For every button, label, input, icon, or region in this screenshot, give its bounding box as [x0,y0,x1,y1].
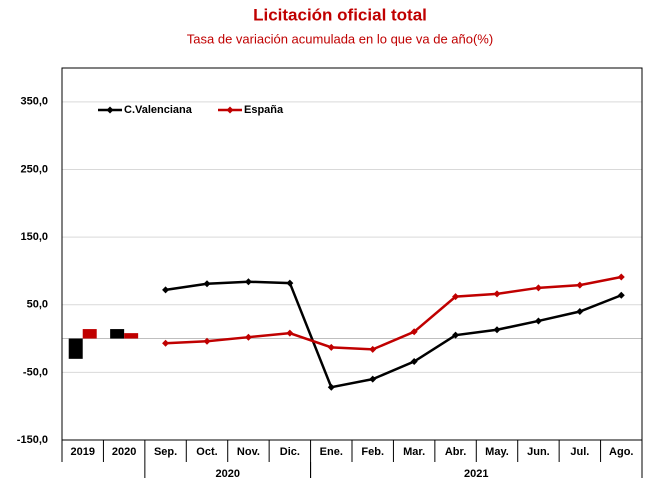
marker [327,383,335,391]
marker [286,279,294,287]
y-tick-label: -150,0 [17,434,48,446]
marker [452,331,460,339]
marker [576,281,584,289]
marker [244,333,252,341]
marker [286,329,294,337]
marker [369,375,377,383]
x-tick-label: Ago. [609,446,633,458]
marker [162,286,170,294]
bar [68,338,83,359]
x-tick-label: Dic. [280,446,300,458]
legend-marker [106,106,114,114]
marker [534,284,542,292]
y-tick-label: 250,0 [20,163,48,175]
bar [124,333,139,339]
marker [410,328,418,336]
x-tick-label: 2020 [112,446,136,458]
x-tick-label: Jul. [570,446,589,458]
chart-title: Licitación oficial total [253,5,427,24]
legend-marker [226,106,234,114]
x-tick-label: Jun. [527,446,550,458]
marker [576,307,584,315]
marker [244,278,252,286]
x-tick-label: 2019 [70,446,94,458]
marker [203,280,211,288]
chart-subtitle: Tasa de variación acumulada en lo que va… [187,31,493,46]
y-tick-label: 350,0 [20,96,48,108]
marker [203,337,211,345]
group-label: 2021 [464,468,488,478]
marker [617,291,625,299]
legend-label: C.Valenciana [124,104,193,116]
x-tick-label: Ene. [320,446,343,458]
marker [534,317,542,325]
group-label: 2020 [215,468,239,478]
bar [110,329,125,339]
marker [493,290,501,298]
marker [327,343,335,351]
line [165,275,622,351]
x-tick-label: Oct. [196,446,217,458]
y-tick-label: 150,0 [20,231,48,243]
x-tick-label: May. [485,446,509,458]
x-tick-label: Nov. [237,446,260,458]
y-tick-label: -50,0 [23,366,48,378]
marker [493,326,501,334]
line [165,280,622,389]
marker [410,358,418,366]
marker [162,339,170,347]
marker [617,273,625,281]
marker [369,345,377,353]
y-tick-label: 50,0 [27,299,48,311]
bar [82,329,97,339]
legend-label: España [244,104,284,116]
x-tick-label: Mar. [403,446,425,458]
x-tick-label: Feb. [361,446,384,458]
x-tick-label: Abr. [445,446,466,458]
marker [452,293,460,301]
x-tick-label: Sep. [154,446,177,458]
